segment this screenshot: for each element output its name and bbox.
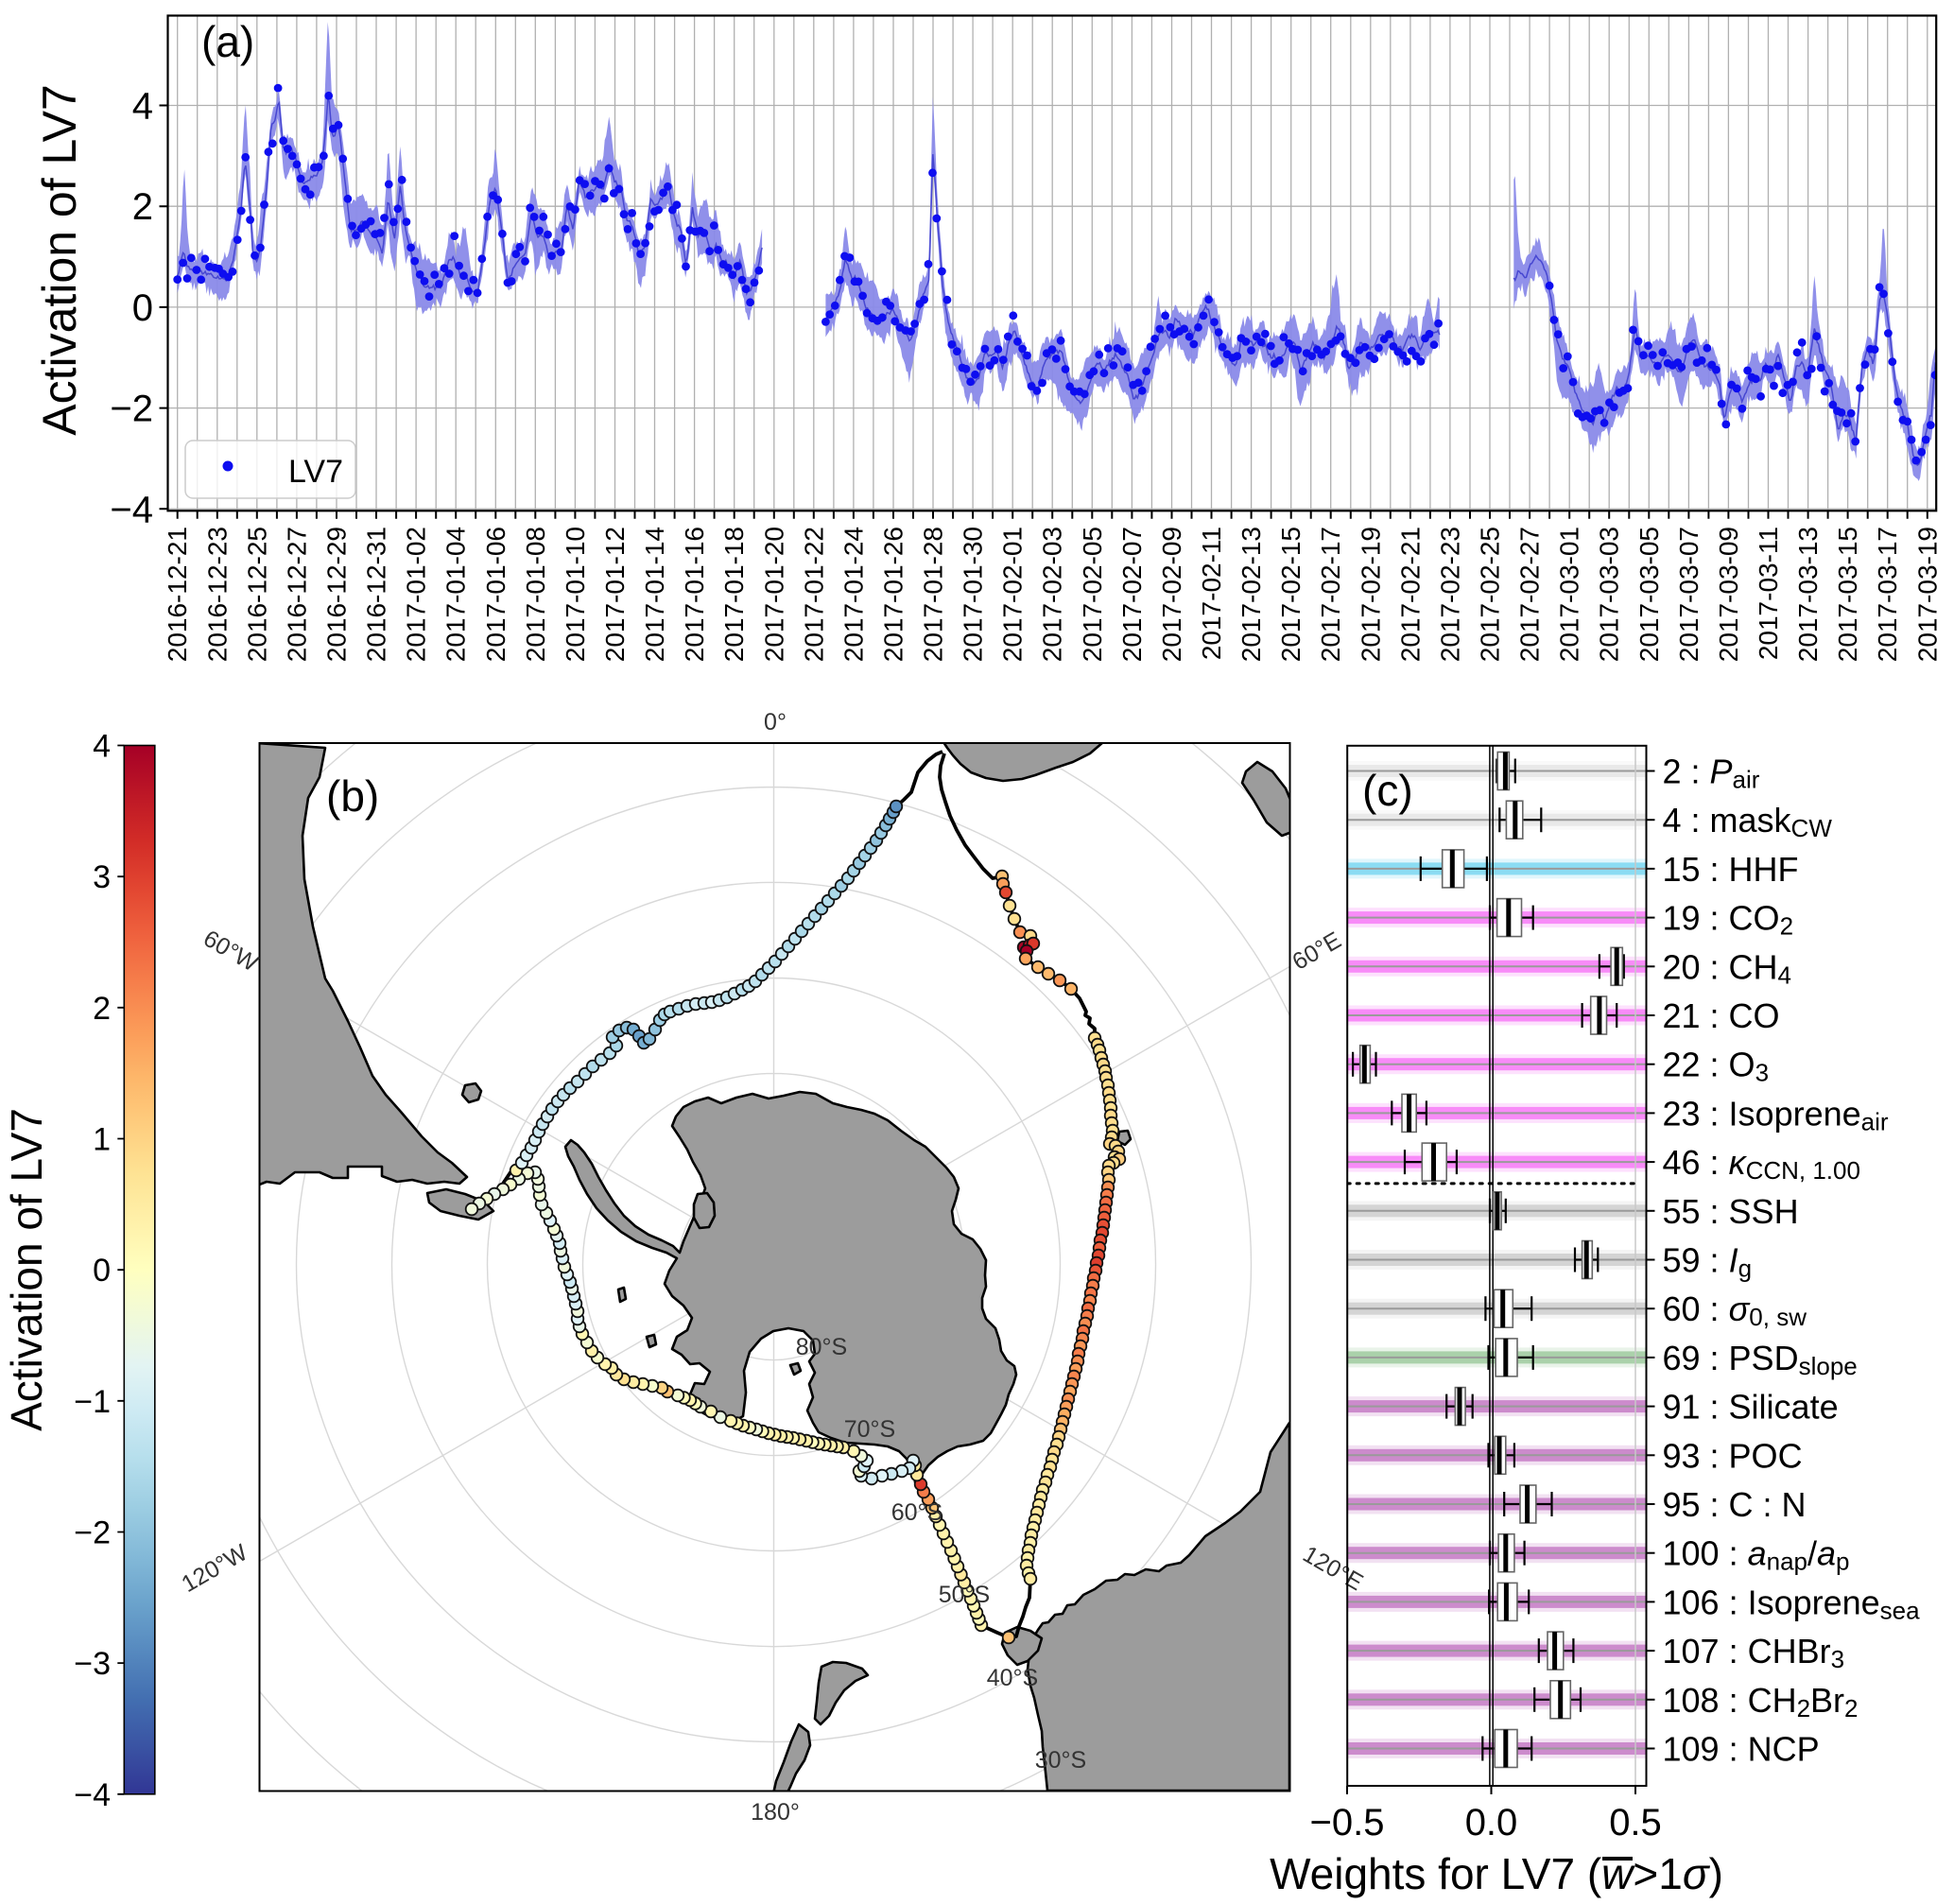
svg-text:2017-01-20: 2017-01-20 bbox=[759, 527, 788, 662]
svg-text:2017-01-28: 2017-01-28 bbox=[919, 527, 948, 662]
svg-text:70°S: 70°S bbox=[844, 1416, 895, 1443]
svg-text:2016-12-21: 2016-12-21 bbox=[163, 527, 192, 662]
svg-text:55 : SSH: 55 : SSH bbox=[1663, 1191, 1799, 1230]
svg-text:2017-02-07: 2017-02-07 bbox=[1117, 527, 1147, 662]
svg-text:2017-01-02: 2017-01-02 bbox=[402, 527, 431, 662]
svg-text:100 : anap/ap: 100 : anap/ap bbox=[1663, 1533, 1850, 1576]
svg-text:2017-01-04: 2017-01-04 bbox=[441, 527, 471, 662]
svg-text:2017-01-30: 2017-01-30 bbox=[959, 527, 988, 662]
svg-text:4 : maskCW: 4 : maskCW bbox=[1663, 801, 1833, 843]
svg-text:2017-03-13: 2017-03-13 bbox=[1793, 527, 1823, 662]
svg-text:2017-01-10: 2017-01-10 bbox=[561, 527, 590, 662]
svg-text:(a): (a) bbox=[201, 17, 254, 66]
svg-text:21 : CO: 21 : CO bbox=[1663, 996, 1780, 1035]
svg-text:2: 2 bbox=[93, 991, 111, 1027]
svg-text:LV7: LV7 bbox=[288, 454, 343, 490]
svg-text:19 : CO2: 19 : CO2 bbox=[1663, 898, 1794, 941]
svg-text:109 : NCP: 109 : NCP bbox=[1663, 1729, 1820, 1768]
svg-text:0.0: 0.0 bbox=[1465, 1802, 1518, 1843]
svg-text:2017-02-13: 2017-02-13 bbox=[1236, 527, 1266, 662]
svg-text:2017-01-06: 2017-01-06 bbox=[481, 527, 510, 662]
svg-text:2017-01-18: 2017-01-18 bbox=[719, 527, 749, 662]
svg-text:2016-12-31: 2016-12-31 bbox=[362, 527, 391, 662]
svg-text:4: 4 bbox=[132, 86, 153, 128]
svg-text:−0.5: −0.5 bbox=[1310, 1802, 1385, 1843]
svg-text:180°: 180° bbox=[751, 1799, 800, 1826]
svg-text:50°S: 50°S bbox=[939, 1582, 990, 1608]
svg-text:0°: 0° bbox=[764, 709, 787, 736]
svg-text:1: 1 bbox=[93, 1122, 111, 1158]
svg-text:2017-01-24: 2017-01-24 bbox=[839, 527, 868, 662]
svg-text:0: 0 bbox=[93, 1253, 111, 1289]
svg-text:60°S: 60°S bbox=[891, 1499, 942, 1526]
svg-text:2017-01-08: 2017-01-08 bbox=[521, 527, 550, 662]
svg-text:46 : κCCN, 1.00: 46 : κCCN, 1.00 bbox=[1663, 1143, 1860, 1186]
svg-text:−2: −2 bbox=[74, 1515, 111, 1551]
svg-text:80°S: 80°S bbox=[796, 1334, 847, 1360]
svg-text:93 : POC: 93 : POC bbox=[1663, 1436, 1803, 1475]
svg-text:91 : Silicate: 91 : Silicate bbox=[1663, 1387, 1839, 1426]
svg-text:2017-03-17: 2017-03-17 bbox=[1873, 527, 1902, 662]
svg-text:−1: −1 bbox=[74, 1384, 111, 1420]
svg-text:0: 0 bbox=[132, 287, 153, 329]
svg-text:23 : Isopreneair: 23 : Isopreneair bbox=[1663, 1094, 1889, 1136]
svg-text:2017-02-23: 2017-02-23 bbox=[1435, 527, 1464, 662]
svg-text:2 : Pair: 2 : Pair bbox=[1663, 752, 1760, 794]
svg-text:2017-02-27: 2017-02-27 bbox=[1515, 527, 1545, 662]
svg-text:108 : CH2Br2: 108 : CH2Br2 bbox=[1663, 1680, 1859, 1722]
svg-text:(c): (c) bbox=[1362, 766, 1413, 815]
svg-text:30°S: 30°S bbox=[1035, 1747, 1086, 1774]
svg-text:2017-02-17: 2017-02-17 bbox=[1316, 527, 1345, 662]
svg-text:95 : C : N: 95 : C : N bbox=[1663, 1485, 1807, 1524]
svg-text:20 : CH4: 20 : CH4 bbox=[1663, 947, 1792, 990]
svg-text:0.5: 0.5 bbox=[1609, 1802, 1662, 1843]
svg-text:2017-03-03: 2017-03-03 bbox=[1595, 527, 1624, 662]
svg-text:60 : σ0, sw: 60 : σ0, sw bbox=[1663, 1290, 1807, 1332]
svg-text:2017-03-09: 2017-03-09 bbox=[1714, 527, 1743, 662]
svg-text:22 : O3: 22 : O3 bbox=[1663, 1045, 1770, 1087]
svg-text:2016-12-25: 2016-12-25 bbox=[242, 527, 271, 662]
svg-text:2017-03-01: 2017-03-01 bbox=[1555, 527, 1584, 662]
svg-text:2016-12-29: 2016-12-29 bbox=[322, 527, 352, 662]
svg-text:4: 4 bbox=[93, 729, 111, 765]
svg-text:2017-01-12: 2017-01-12 bbox=[600, 527, 630, 662]
svg-text:107 : CHBr3: 107 : CHBr3 bbox=[1663, 1632, 1845, 1674]
svg-text:2017-02-21: 2017-02-21 bbox=[1395, 527, 1425, 662]
svg-text:(b): (b) bbox=[326, 771, 379, 821]
svg-text:2017-01-16: 2017-01-16 bbox=[680, 527, 709, 662]
svg-text:2017-01-26: 2017-01-26 bbox=[879, 527, 908, 662]
svg-text:2017-03-11: 2017-03-11 bbox=[1754, 527, 1783, 660]
svg-text:2017-02-05: 2017-02-05 bbox=[1078, 527, 1107, 662]
svg-text:Activation of LV7: Activation of LV7 bbox=[33, 84, 86, 436]
svg-text:2017-02-25: 2017-02-25 bbox=[1476, 527, 1505, 662]
svg-text:2017-02-01: 2017-02-01 bbox=[998, 527, 1028, 662]
svg-text:2017-01-14: 2017-01-14 bbox=[640, 527, 669, 662]
svg-text:−3: −3 bbox=[74, 1646, 111, 1682]
svg-text:Weights for LV7 (w>1σ): Weights for LV7 (w>1σ) bbox=[1270, 1849, 1723, 1898]
svg-text:2017-03-05: 2017-03-05 bbox=[1634, 527, 1664, 662]
svg-text:2016-12-23: 2016-12-23 bbox=[202, 527, 232, 662]
svg-text:2017-03-07: 2017-03-07 bbox=[1674, 527, 1703, 662]
svg-text:2017-02-15: 2017-02-15 bbox=[1276, 527, 1306, 662]
svg-text:2017-02-19: 2017-02-19 bbox=[1356, 527, 1385, 662]
svg-text:69 : PSDslope: 69 : PSDslope bbox=[1663, 1338, 1858, 1380]
svg-text:15 : HHF: 15 : HHF bbox=[1663, 849, 1799, 888]
svg-text:−4: −4 bbox=[74, 1777, 111, 1813]
svg-text:3: 3 bbox=[93, 859, 111, 895]
svg-text:106 : Isoprenesea: 106 : Isoprenesea bbox=[1663, 1583, 1921, 1625]
svg-text:−2: −2 bbox=[110, 389, 153, 430]
svg-text:2017-03-19: 2017-03-19 bbox=[1912, 527, 1942, 662]
svg-text:2016-12-27: 2016-12-27 bbox=[282, 527, 311, 662]
svg-text:−4: −4 bbox=[110, 489, 153, 530]
svg-text:2017-02-11: 2017-02-11 bbox=[1197, 527, 1226, 660]
svg-text:2017-02-03: 2017-02-03 bbox=[1038, 527, 1067, 662]
svg-text:40°S: 40°S bbox=[987, 1665, 1038, 1691]
svg-text:2017-01-22: 2017-01-22 bbox=[799, 527, 828, 662]
svg-text:59 : Ig: 59 : Ig bbox=[1663, 1240, 1753, 1283]
svg-text:Activation of LV7: Activation of LV7 bbox=[2, 1108, 51, 1431]
svg-text:2: 2 bbox=[132, 186, 153, 228]
svg-text:2017-03-15: 2017-03-15 bbox=[1833, 527, 1862, 662]
svg-text:2017-02-09: 2017-02-09 bbox=[1157, 527, 1186, 662]
